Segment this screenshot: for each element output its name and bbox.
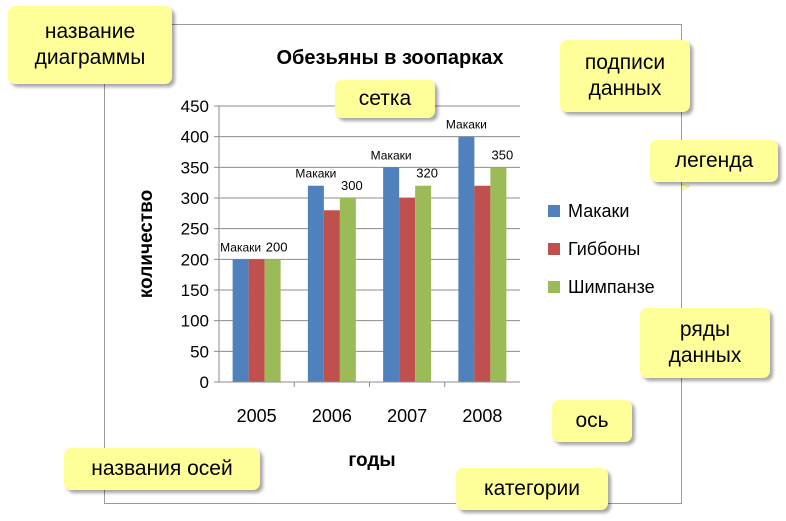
callout-data-series: ряды данных [640,308,770,378]
x-tick-labels: 2005 2006 2007 2008 [237,406,503,426]
y-tick-label: 200 [181,250,209,269]
bar-2005-1 [248,259,265,382]
bar-2008-1 [474,185,491,382]
data-labels: Макаки 200 Макаки 300 Макаки 320 Макаки 350 [220,118,513,255]
legend: Макаки Гиббоны Шимпанзе [548,201,655,297]
legend-entry: Макаки [568,201,629,221]
callout-chart-title: название диаграммы [8,6,172,84]
y-tick-label: 0 [200,373,209,392]
y-tick-label: 400 [181,128,209,147]
legend-swatch [548,281,560,293]
x-tick-label: 2007 [387,406,427,426]
legend-swatch [548,205,560,217]
data-label-value: 300 [341,178,363,193]
data-label-macaque: Макаки [446,118,487,132]
bars [232,136,507,382]
callout-categories: категории [456,468,608,510]
y-tick-label: 150 [181,281,209,300]
y-tick-label: 450 [181,97,209,116]
legend-entry: Шимпанзе [568,277,655,297]
data-label-macaque: Макаки [371,148,412,162]
data-label-value: 320 [416,166,438,181]
bar-2008-2 [490,167,507,382]
y-tick-labels: 0 50 100 150 200 250 300 350 400 450 [181,97,209,392]
data-label-macaque: Макаки [220,240,261,254]
y-tick-label: 350 [181,158,209,177]
bar-2008-0 [458,136,475,382]
callout-legend: легенда [650,140,778,182]
bar-2006-2 [339,198,356,382]
callout-data-labels: подписи данных [560,40,690,112]
callout-axis-titles: названия осей [64,448,260,490]
data-label-macaque: Макаки [295,167,336,181]
callout-axis: ось [552,400,632,442]
bar-2007-2 [415,185,432,382]
legend-swatch [548,243,560,255]
data-label-value: 200 [266,239,288,254]
x-tick-label: 2005 [237,406,277,426]
bar-2005-2 [264,259,281,382]
chart-title: Обезьяны в зоопарках [276,47,503,69]
bar-2006-1 [323,210,340,382]
axes [214,105,520,387]
x-tick-label: 2008 [462,406,502,426]
bar-2007-1 [399,198,416,382]
x-tick-label: 2006 [312,406,352,426]
bar-2006-0 [307,185,324,382]
bar-2007-0 [383,167,400,382]
y-axis-title: количество [136,190,157,298]
x-axis-title: годы [348,450,395,471]
callout-grid: сетка [335,80,435,118]
y-tick-label: 50 [190,342,209,361]
y-tick-label: 300 [181,189,209,208]
legend-entry: Гиббоны [568,239,640,259]
bar-2005-0 [232,259,249,382]
data-label-value: 350 [492,147,514,162]
y-tick-label: 100 [181,312,209,331]
y-tick-label: 250 [181,220,209,239]
